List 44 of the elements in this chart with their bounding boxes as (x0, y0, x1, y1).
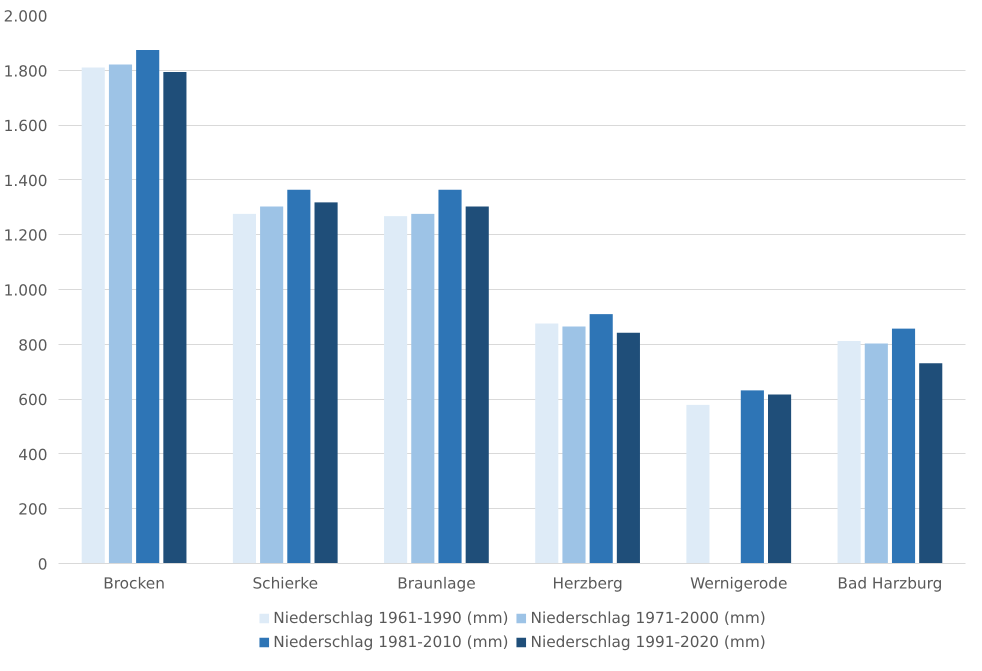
y-tick-label: 1.000 (4, 282, 48, 300)
legend-label: Niederschlag 1981-2010 (mm) (273, 633, 508, 651)
y-tick-label: 800 (18, 336, 48, 354)
bar (590, 314, 613, 564)
y-tick-label: 1.200 (4, 226, 48, 245)
bar (768, 394, 792, 564)
legend-label: Niederschlag 1991-2020 (mm) (530, 633, 766, 651)
bar (919, 363, 942, 564)
x-tick-label: Brocken (103, 574, 165, 592)
bar (864, 343, 888, 564)
y-tick-label: 400 (18, 446, 48, 464)
x-tick-label: Braunlage (397, 574, 476, 592)
y-tick-label: 200 (18, 500, 48, 519)
bar (740, 390, 764, 564)
bar (384, 216, 408, 564)
bar (616, 332, 640, 564)
bar (466, 206, 489, 564)
bar (163, 72, 186, 564)
legend-label: Niederschlag 1961-1990 (mm) (273, 609, 508, 627)
y-tick-label: 2.000 (4, 8, 48, 26)
bar (136, 50, 160, 564)
bar (314, 202, 338, 564)
bar (535, 323, 558, 564)
x-tick-label: Schierke (252, 574, 318, 592)
bar (411, 214, 434, 564)
bar (232, 214, 256, 564)
y-tick-label: 1.600 (4, 117, 48, 136)
bar (438, 190, 462, 564)
bar (287, 190, 310, 564)
legend-label: Niederschlag 1971-2000 (mm) (530, 609, 766, 627)
bar (892, 328, 916, 564)
bar (82, 68, 105, 564)
x-tick-label: Bad Harzburg (837, 574, 942, 592)
y-tick-label: 600 (18, 391, 48, 410)
y-tick-label: 0 (38, 556, 48, 574)
bar (686, 404, 710, 564)
bar (838, 341, 861, 564)
x-tick-label: Herzberg (552, 574, 623, 592)
bar (562, 326, 586, 564)
x-tick-label: Wernigerode (690, 574, 788, 592)
y-tick-label: 1.400 (4, 172, 48, 190)
bar (260, 206, 284, 564)
y-tick-label: 1.800 (4, 62, 48, 80)
bar (108, 64, 132, 564)
